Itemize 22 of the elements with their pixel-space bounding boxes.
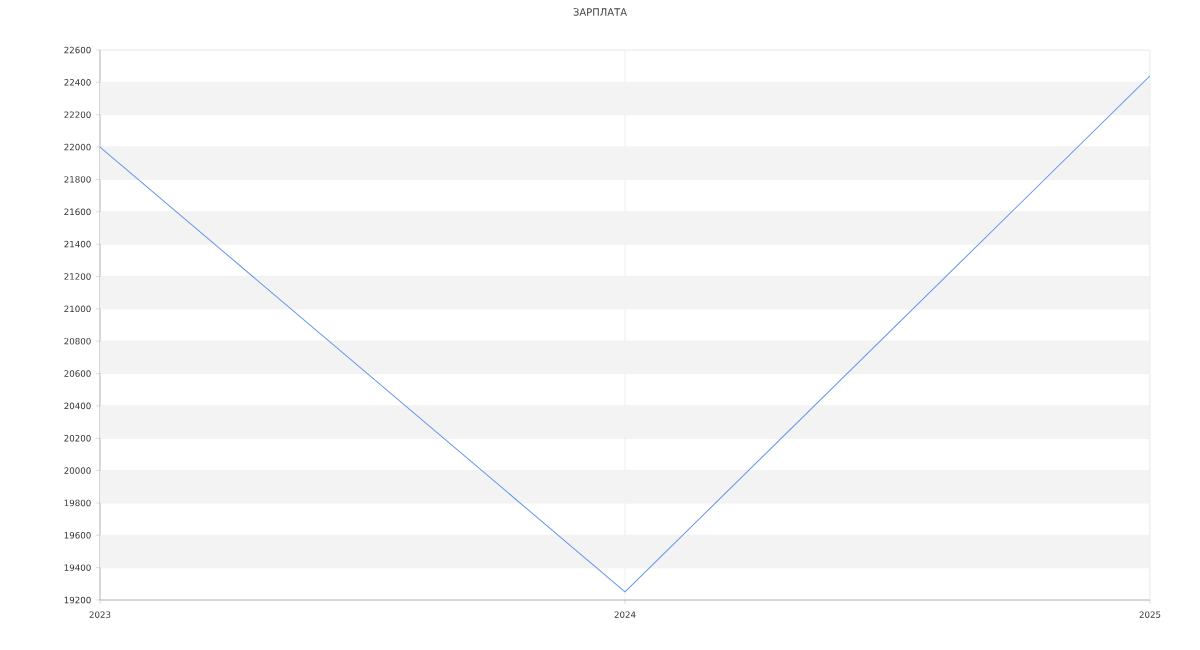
y-tick-label: 20000: [64, 467, 91, 474]
y-tick-label: 19600: [64, 532, 91, 539]
y-tick-label: 20800: [64, 337, 91, 345]
y-tick-label: 20600: [64, 370, 91, 377]
x-tick-label: 2025: [1139, 611, 1161, 618]
y-tick-label: 19200: [64, 596, 91, 604]
y-tick-label: 22400: [64, 79, 91, 86]
y-tick-label: 21000: [64, 305, 91, 313]
y-tick-label: 21800: [64, 176, 91, 183]
x-tick-label: 2024: [614, 611, 636, 618]
y-tick-label: 21600: [64, 208, 91, 216]
y-tick-label: 20400: [64, 402, 91, 410]
x-tick-label: 2023: [89, 611, 111, 618]
y-tick-label: 22000: [64, 143, 91, 151]
y-tick-label: 19400: [64, 564, 91, 571]
y-tick-label: 21400: [64, 240, 91, 248]
chart-title: ЗАРПЛАТА: [573, 8, 627, 16]
y-tick-label: 20200: [64, 434, 91, 442]
y-tick-label: 22200: [64, 111, 91, 118]
y-tick-label: 22600: [64, 46, 91, 54]
y-tick-label: 21200: [64, 273, 91, 280]
y-tick-label: 19800: [64, 499, 91, 507]
